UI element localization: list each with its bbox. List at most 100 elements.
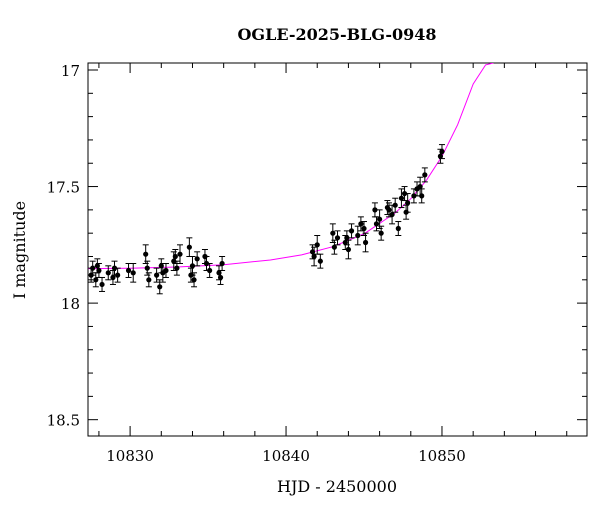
point-marker bbox=[345, 246, 352, 253]
point-marker bbox=[154, 272, 160, 278]
data-point bbox=[385, 202, 392, 218]
chart-title: OGLE-2025-BLG-0948 bbox=[237, 25, 436, 44]
point-marker bbox=[330, 230, 336, 236]
y-axis-title: I magnitude bbox=[10, 201, 29, 299]
data-point bbox=[191, 272, 198, 288]
point-marker bbox=[314, 242, 320, 248]
point-marker bbox=[172, 253, 178, 260]
point-marker bbox=[373, 221, 380, 227]
data-points-layer bbox=[88, 144, 445, 295]
data-point bbox=[378, 225, 385, 241]
model-curve-layer bbox=[88, 63, 494, 270]
point-marker bbox=[90, 265, 96, 271]
y-tick-label: 18.5 bbox=[47, 412, 80, 430]
point-marker bbox=[361, 225, 367, 232]
point-marker bbox=[395, 225, 401, 232]
point-marker bbox=[110, 274, 116, 281]
point-marker bbox=[99, 281, 105, 288]
point-marker bbox=[203, 260, 210, 267]
data-point bbox=[357, 216, 364, 232]
data-point bbox=[329, 223, 336, 244]
point-marker bbox=[378, 230, 384, 236]
point-marker bbox=[93, 277, 99, 283]
point-marker bbox=[105, 270, 111, 276]
y-tick-label: 17.5 bbox=[47, 179, 80, 197]
point-marker bbox=[392, 202, 398, 208]
data-point bbox=[186, 237, 193, 257]
point-marker bbox=[144, 265, 150, 271]
point-marker bbox=[177, 251, 183, 257]
y-tick-label: 17 bbox=[61, 62, 80, 80]
data-point bbox=[99, 276, 106, 292]
data-point bbox=[314, 235, 321, 255]
data-point bbox=[417, 176, 424, 197]
data-point bbox=[194, 251, 201, 267]
point-marker bbox=[422, 172, 428, 178]
data-point bbox=[189, 255, 196, 276]
data-point bbox=[421, 167, 428, 183]
data-point bbox=[354, 225, 361, 246]
point-marker bbox=[358, 221, 364, 227]
data-point bbox=[105, 265, 112, 281]
point-marker bbox=[219, 260, 225, 267]
point-marker bbox=[372, 207, 378, 213]
model-curve bbox=[88, 63, 494, 270]
point-marker bbox=[130, 270, 136, 276]
data-point bbox=[111, 260, 118, 276]
data-point bbox=[331, 239, 338, 255]
data-point bbox=[156, 279, 163, 295]
point-marker bbox=[146, 277, 152, 283]
data-point bbox=[373, 216, 380, 232]
data-point bbox=[173, 260, 180, 276]
data-point bbox=[389, 204, 396, 225]
data-point bbox=[311, 246, 318, 267]
point-marker bbox=[389, 211, 395, 218]
point-marker bbox=[411, 193, 417, 199]
data-point bbox=[418, 188, 425, 204]
point-marker bbox=[401, 190, 408, 197]
point-marker bbox=[317, 258, 323, 264]
point-marker bbox=[207, 267, 213, 274]
x-tick-label: 10850 bbox=[418, 447, 466, 465]
data-point bbox=[334, 230, 341, 246]
data-point bbox=[438, 144, 445, 160]
data-point bbox=[395, 221, 402, 237]
data-point bbox=[404, 193, 411, 213]
data-point bbox=[376, 209, 383, 230]
point-marker bbox=[362, 239, 369, 246]
point-marker bbox=[115, 272, 121, 278]
point-marker bbox=[143, 251, 149, 257]
point-marker bbox=[417, 183, 423, 190]
point-marker bbox=[217, 274, 224, 281]
axis-ticks: 10830 10840 10850 17 17.5 18 18.5 bbox=[47, 62, 587, 465]
x-tick-label: 10840 bbox=[262, 447, 310, 465]
plot-frame bbox=[87, 62, 588, 437]
data-point bbox=[114, 267, 121, 283]
point-marker bbox=[344, 235, 350, 241]
point-marker bbox=[419, 193, 425, 199]
data-point bbox=[177, 244, 184, 264]
data-point bbox=[317, 253, 324, 269]
point-marker bbox=[331, 244, 337, 250]
point-marker bbox=[111, 265, 118, 271]
data-point bbox=[392, 197, 399, 213]
point-marker bbox=[398, 195, 405, 201]
data-point bbox=[162, 262, 169, 278]
data-point bbox=[95, 262, 102, 278]
data-point bbox=[348, 223, 355, 239]
data-point bbox=[206, 262, 213, 278]
point-marker bbox=[163, 267, 169, 274]
data-point bbox=[145, 272, 152, 288]
data-point bbox=[217, 269, 224, 285]
point-marker bbox=[377, 216, 383, 222]
point-marker bbox=[439, 148, 445, 155]
x-axis-title: HJD - 2450000 bbox=[277, 477, 397, 496]
point-marker bbox=[174, 265, 180, 271]
point-marker bbox=[189, 263, 196, 269]
data-point bbox=[153, 267, 160, 283]
data-point bbox=[362, 232, 369, 253]
point-marker bbox=[191, 277, 197, 283]
point-marker bbox=[355, 232, 361, 239]
point-marker bbox=[96, 267, 102, 274]
